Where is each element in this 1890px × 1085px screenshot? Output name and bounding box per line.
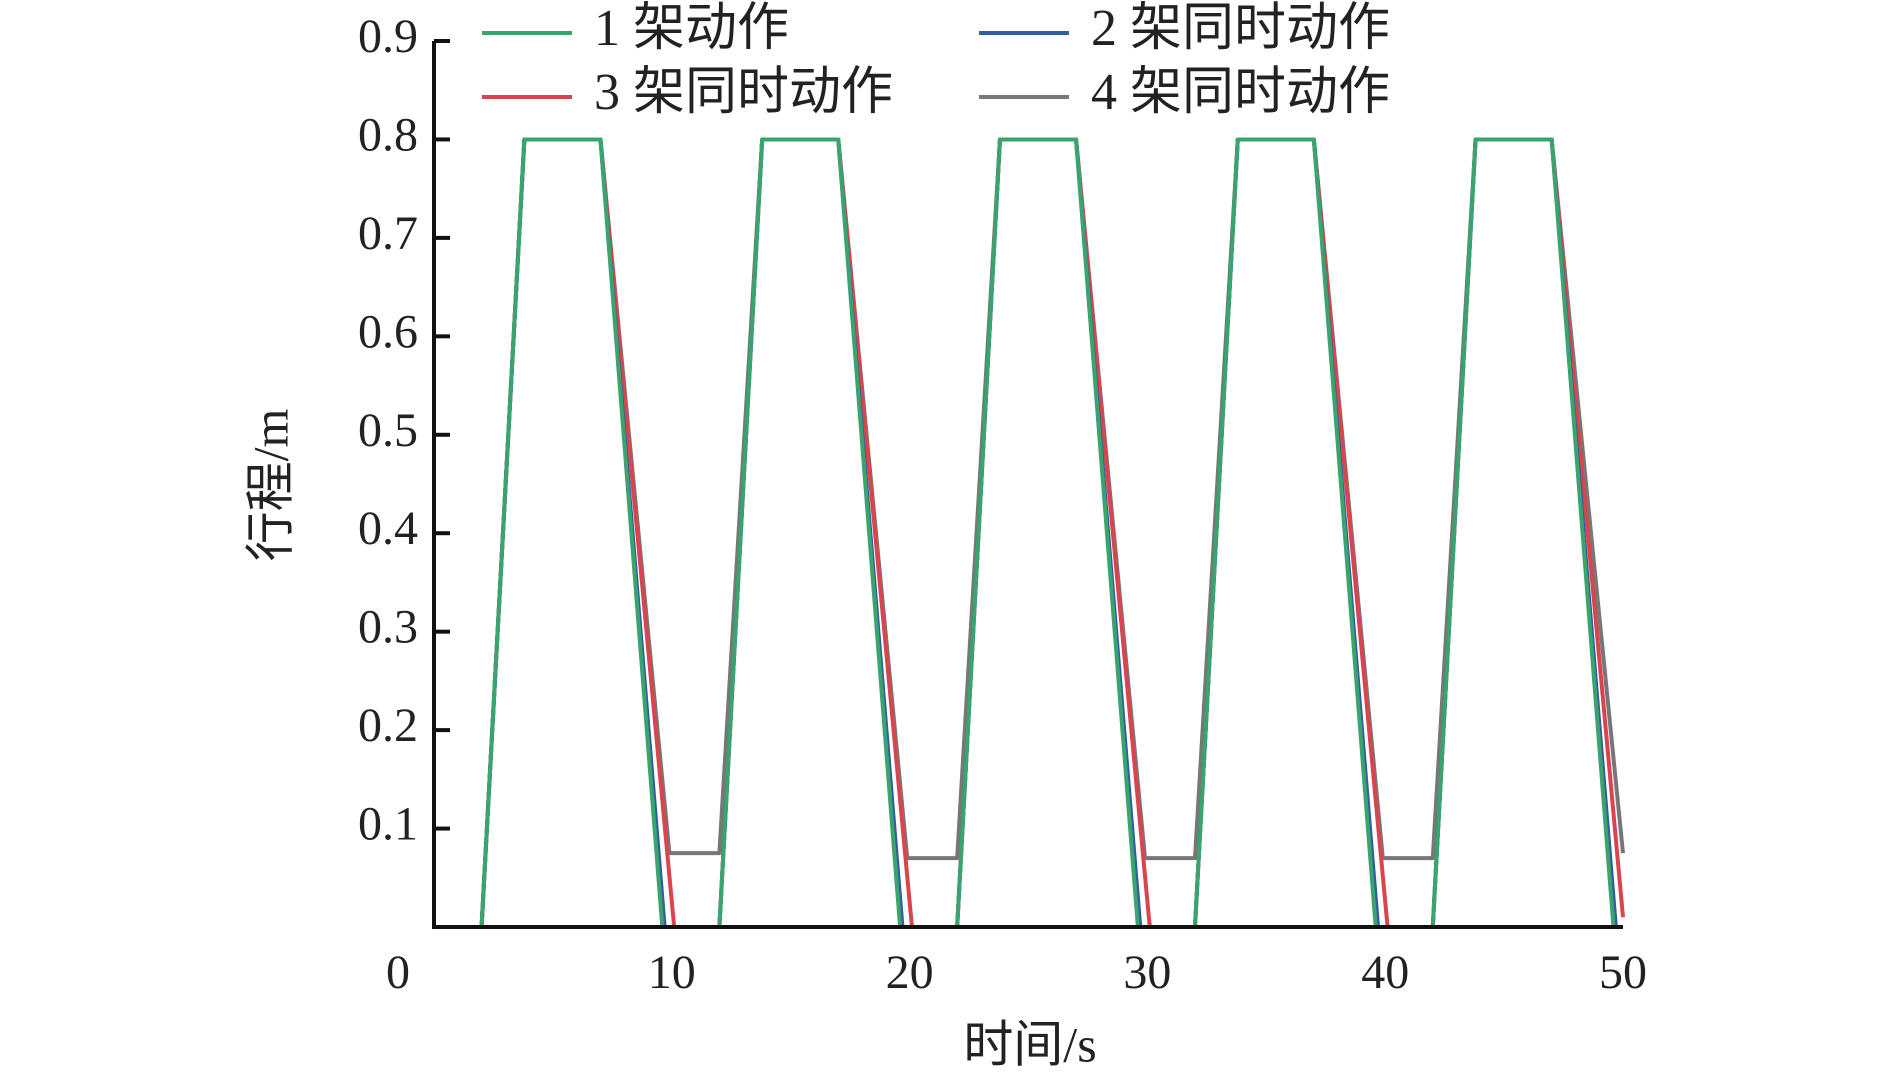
legend-label: 3 架同时动作: [594, 64, 893, 121]
y-tick-label: 0.5: [358, 404, 418, 457]
y-tick-label: 0.2: [358, 699, 418, 752]
series-line: [434, 137, 1623, 929]
series-line: [434, 137, 1625, 929]
legend-label: 1 架动作: [594, 0, 789, 57]
legend-label: 4 架同时动作: [1091, 64, 1390, 121]
x-tick-label: 10: [648, 946, 696, 999]
x-tick-label: 30: [1123, 946, 1171, 999]
x-tick-label: 20: [886, 946, 934, 999]
y-tick-label: 0.8: [358, 108, 418, 161]
y-tick-label: 0.3: [358, 601, 418, 654]
y-tick-label: 0.4: [358, 502, 418, 555]
y-tick-label: 0.1: [358, 798, 418, 851]
x-axis-title: 时间/s: [963, 1016, 1096, 1072]
y-tick-label: 0.9: [358, 10, 418, 63]
y-axis-title: 行程/m: [242, 409, 298, 562]
y-tick-label: 0.6: [358, 305, 418, 358]
x-tick-label: 0: [386, 946, 410, 999]
y-tick-label: 0.7: [358, 207, 418, 260]
x-tick-label: 40: [1361, 946, 1409, 999]
x-tick-label: 50: [1599, 946, 1647, 999]
legend-label: 2 架同时动作: [1091, 0, 1390, 57]
